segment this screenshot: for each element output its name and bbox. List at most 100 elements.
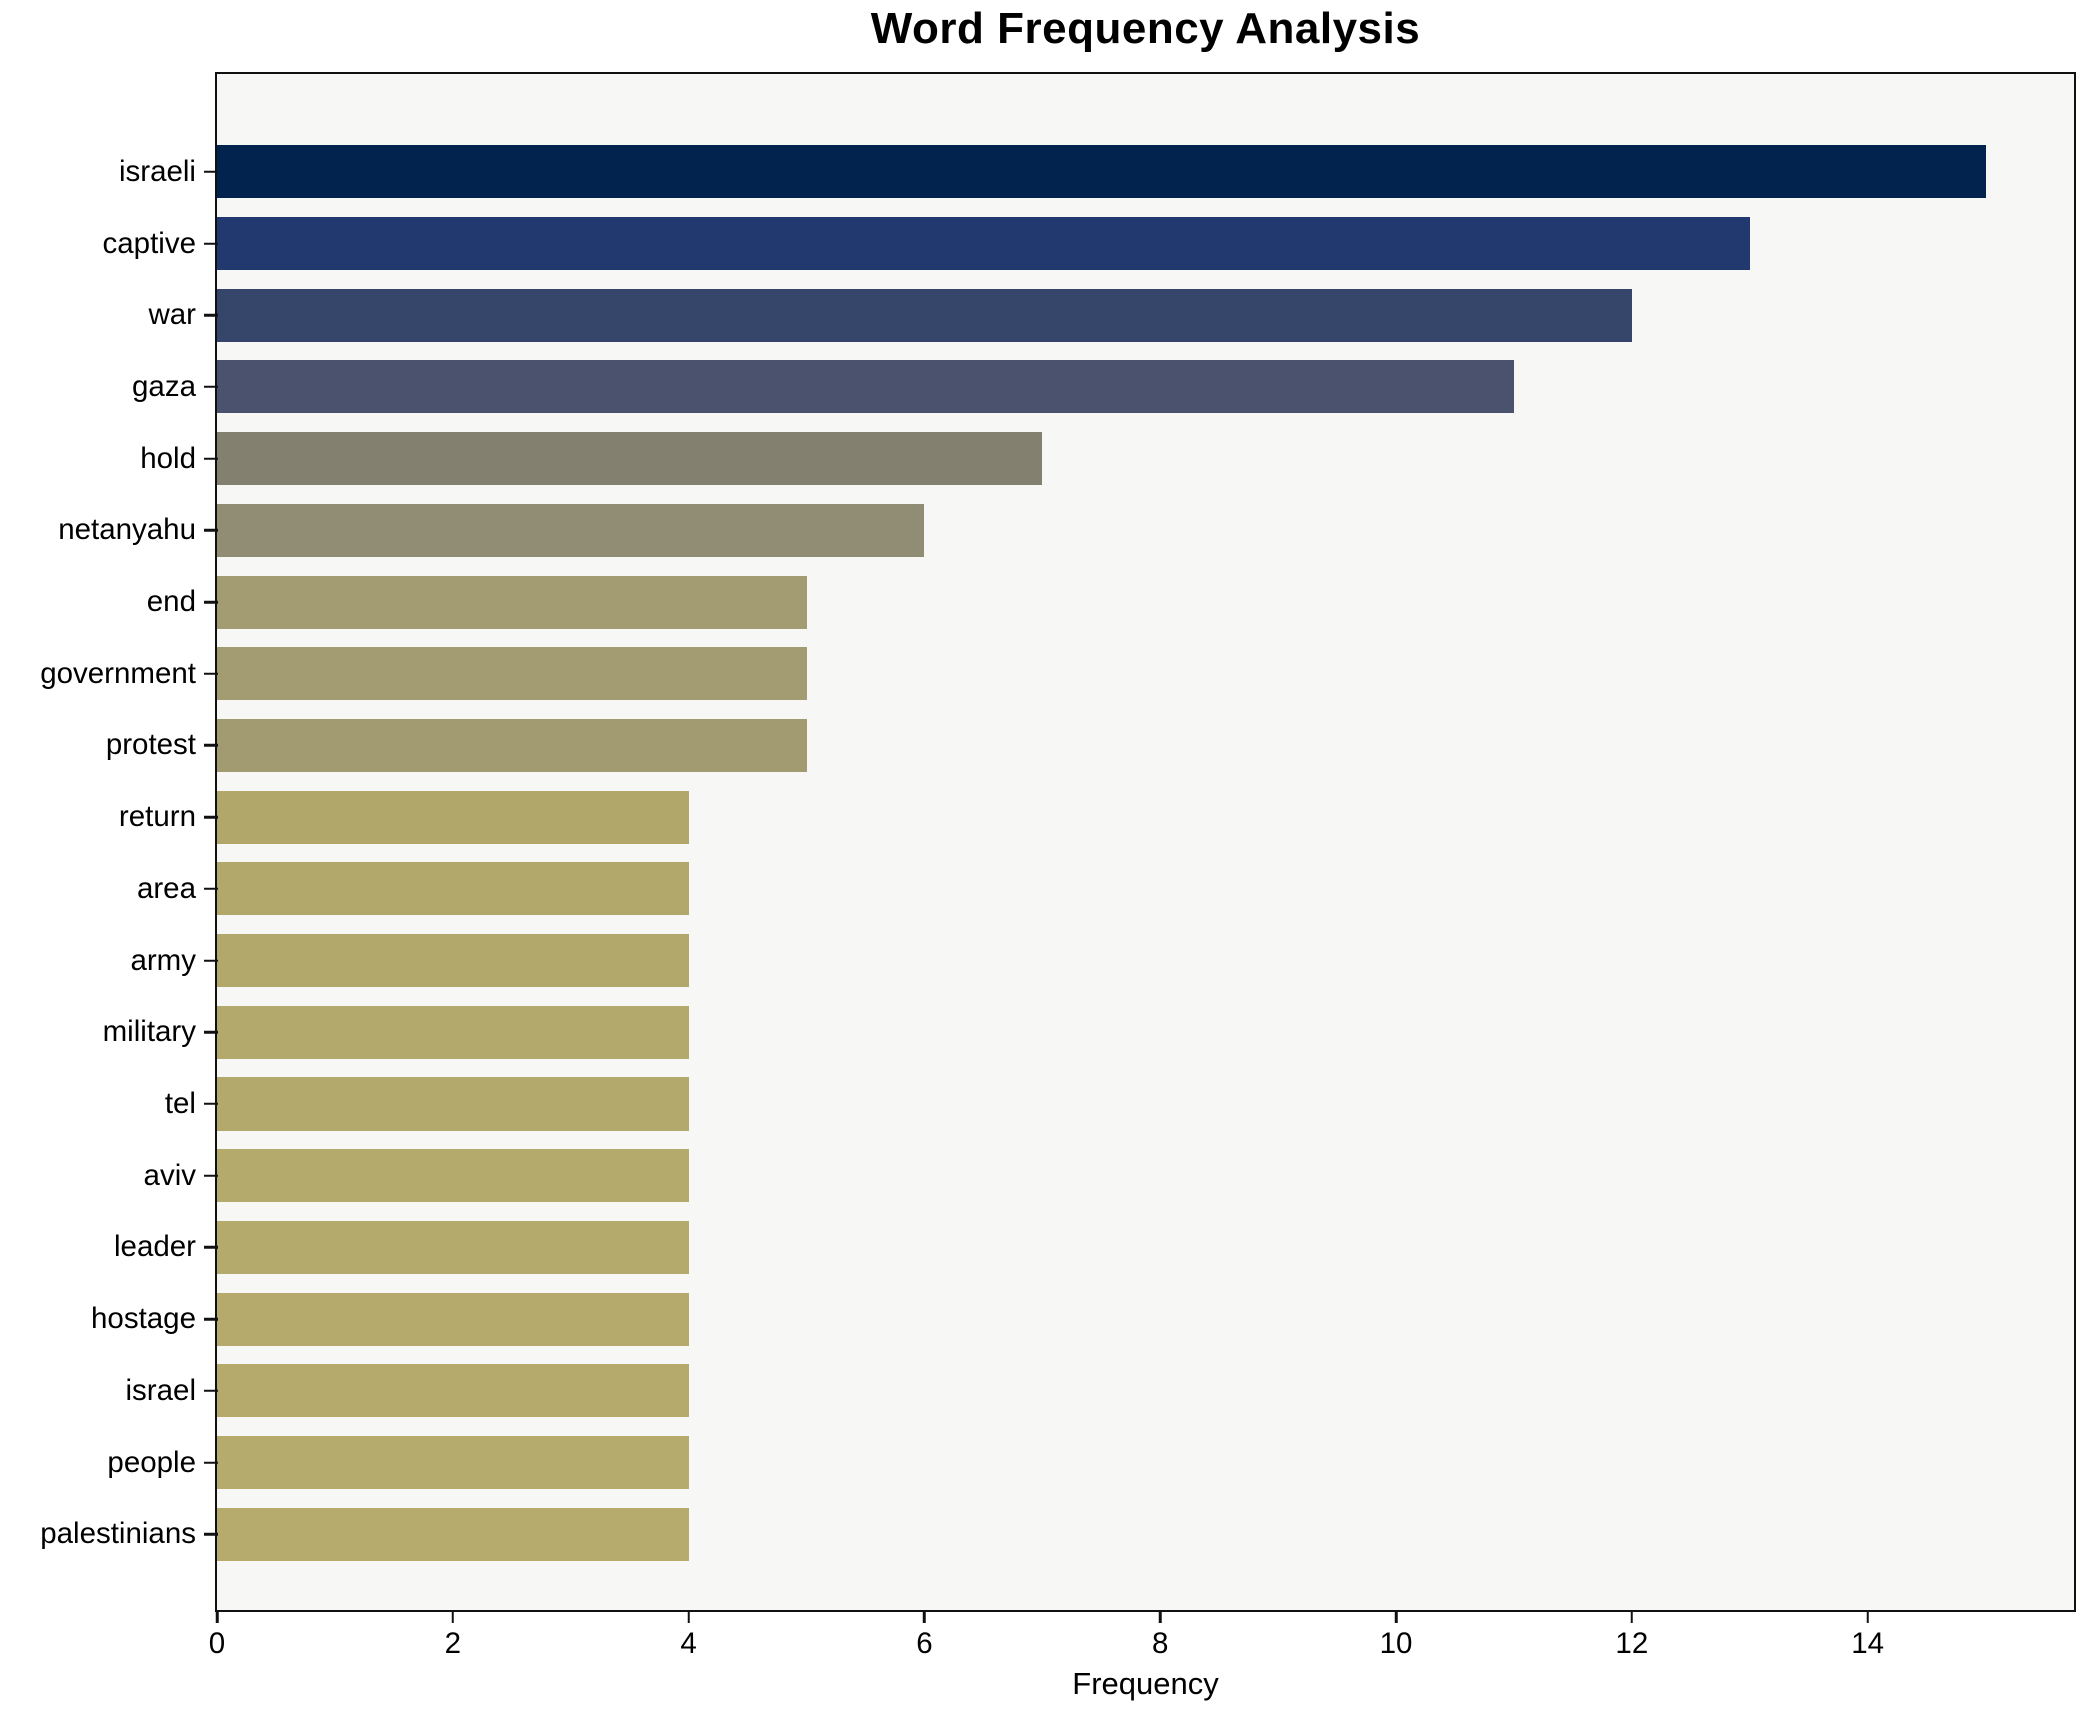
- bar-netanyahu: [217, 503, 925, 557]
- y-tick: [204, 815, 218, 819]
- y-axis-label: government: [40, 656, 196, 690]
- y-tick: [204, 529, 218, 532]
- x-tick: [215, 1612, 219, 1623]
- x-tick: [923, 1612, 926, 1623]
- bar-row: aviv: [144, 1140, 2074, 1212]
- y-tick: [204, 385, 218, 389]
- bar-row: people: [107, 1427, 2074, 1499]
- x-tick-label: 2: [444, 1627, 462, 1660]
- y-tick: [204, 1031, 218, 1034]
- x-tick-label: 4: [680, 1627, 697, 1660]
- bar-war: [217, 288, 1632, 342]
- y-tick: [204, 1174, 218, 1177]
- y-axis-label: israeli: [118, 154, 196, 188]
- x-tick-label: 10: [1379, 1627, 1413, 1660]
- bar-row: israel: [126, 1355, 2074, 1427]
- bar-israel: [217, 1364, 689, 1418]
- y-tick: [204, 959, 218, 962]
- y-axis-label: hold: [140, 441, 196, 475]
- x-axis: 0 2 4 6 8 10 12 14: [209, 74, 2074, 1660]
- y-tick: [204, 600, 218, 604]
- x-tick-label: 8: [1152, 1627, 1169, 1660]
- y-tick: [204, 1389, 218, 1393]
- bar-row: protest: [106, 710, 2074, 782]
- bar-hold: [217, 432, 1043, 486]
- y-axis-label: tel: [164, 1086, 196, 1120]
- bar-tel: [217, 1077, 689, 1131]
- x-tick: [1158, 1612, 1162, 1623]
- x-tick-label: 12: [1615, 1627, 1649, 1660]
- y-axis-label: army: [130, 943, 196, 977]
- x-axis-label: Frequency: [1072, 1666, 1219, 1701]
- bar-row: army: [130, 925, 2074, 997]
- x-tick: [1866, 1612, 1869, 1623]
- bar-row: leader: [114, 1212, 2074, 1284]
- bar-israeli: [217, 145, 1986, 199]
- bar-row: netanyahu: [58, 495, 2074, 567]
- bar-palestinians: [217, 1507, 689, 1561]
- bar-return: [217, 790, 689, 844]
- y-tick: [204, 1102, 218, 1106]
- x-tick: [1394, 1612, 1398, 1623]
- bar-area: [217, 862, 689, 916]
- x-tick: [1630, 1612, 1634, 1623]
- y-axis-label: leader: [113, 1230, 196, 1264]
- y-axis-label: war: [148, 298, 196, 332]
- bar-government: [217, 647, 807, 701]
- bar-people: [217, 1435, 689, 1490]
- y-tick: [204, 1532, 218, 1536]
- bar-row: hold: [140, 423, 2074, 495]
- y-tick: [204, 170, 218, 174]
- y-axis-label: return: [118, 800, 196, 834]
- y-axis-label: captive: [102, 226, 196, 260]
- y-tick: [204, 1246, 218, 1249]
- y-axis-label: aviv: [143, 1158, 196, 1192]
- y-axis-label: israel: [125, 1373, 197, 1407]
- bar-row: hostage: [91, 1283, 2074, 1355]
- x-tick-label: 14: [1851, 1627, 1885, 1660]
- x-tick-label: 0: [208, 1627, 226, 1660]
- bar-captive: [217, 217, 1750, 271]
- bar-row: israeli: [119, 136, 2074, 208]
- y-axis-label: hostage: [91, 1302, 196, 1336]
- bar-end: [217, 575, 807, 629]
- x-tick: [687, 1612, 690, 1623]
- y-axis-label: netanyahu: [58, 513, 196, 547]
- bar-row: return: [119, 781, 2074, 853]
- y-axis-label: people: [107, 1445, 196, 1479]
- y-tick: [204, 242, 218, 245]
- bars-container: israeli captive war gaza hold netanyahu end gov…: [40, 74, 2074, 1610]
- y-axis-label: gaza: [132, 369, 196, 403]
- bar-leader: [217, 1220, 689, 1274]
- y-axis-label: end: [146, 585, 196, 619]
- bar-gaza: [217, 360, 1514, 414]
- bar-military: [217, 1005, 689, 1059]
- bar-row: gaza: [132, 351, 2074, 423]
- bar-row: area: [137, 853, 2074, 925]
- bar-row: palestinians: [40, 1498, 2074, 1570]
- bar-row: tel: [165, 1068, 2074, 1140]
- y-axis-label: palestinians: [40, 1517, 196, 1551]
- bar-hostage: [217, 1292, 689, 1346]
- y-axis-label: military: [102, 1015, 196, 1049]
- bar-row: captive: [103, 208, 2074, 280]
- chart-title: Word Frequency Analysis: [870, 4, 1421, 53]
- bar-row: government: [40, 638, 2074, 710]
- bar-row: end: [147, 566, 2074, 638]
- y-tick: [204, 314, 218, 317]
- y-tick: [204, 672, 218, 676]
- x-tick: [451, 1612, 455, 1623]
- y-tick: [204, 887, 218, 891]
- y-axis-label: area: [136, 871, 196, 905]
- bar-protest: [217, 718, 807, 772]
- y-axis-label: protest: [105, 728, 196, 762]
- bar-row: military: [103, 996, 2074, 1068]
- y-tick: [204, 744, 218, 747]
- bar-army: [217, 934, 689, 988]
- y-tick: [204, 1317, 218, 1321]
- bar-aviv: [217, 1149, 689, 1203]
- plot-area: israeli captive war gaza hold netanyahu end gov…: [40, 72, 2076, 1660]
- y-tick: [204, 1461, 218, 1464]
- y-tick: [204, 457, 218, 460]
